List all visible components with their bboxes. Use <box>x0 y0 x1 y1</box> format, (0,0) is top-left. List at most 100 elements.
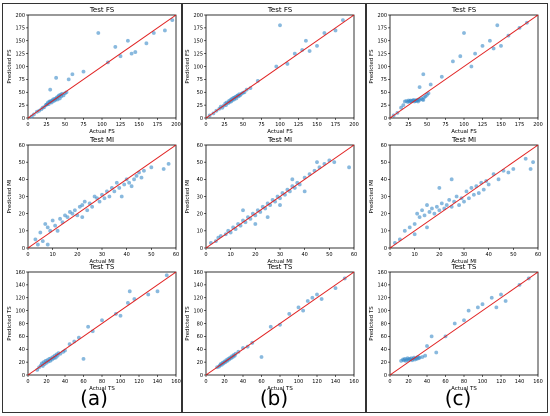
data-point <box>420 208 424 213</box>
x-tick-label: 40 <box>62 379 68 385</box>
data-point <box>170 18 175 23</box>
data-point <box>112 189 117 194</box>
data-point <box>496 177 501 182</box>
data-point <box>462 318 466 323</box>
data-point <box>315 160 319 165</box>
y-tick-label: 0 <box>22 373 25 379</box>
x-tick-label: 160 <box>533 379 543 385</box>
x-tick-label: 20 <box>252 252 258 258</box>
x-tick-label: 140 <box>153 379 163 385</box>
data-point <box>347 165 351 170</box>
y-tick-label: 175 <box>15 26 25 32</box>
x-tick-label: 60 <box>80 379 86 385</box>
y-tick-label: 125 <box>15 51 25 57</box>
data-point <box>315 292 319 297</box>
data-point <box>528 167 533 171</box>
x-tick-label: 100 <box>459 122 469 128</box>
data-point <box>292 51 297 56</box>
data-point <box>117 186 122 190</box>
panel-c-frame <box>366 3 548 413</box>
x-tick-label: 20 <box>436 252 442 258</box>
scatter-chart: Test MI 0 10 20 30 40 50 60 0 10 20 30 40 50 60 Actual … <box>185 136 357 265</box>
y-tick-label: 25 <box>197 103 203 109</box>
data-point <box>274 64 279 69</box>
x-tick-label: 175 <box>515 122 525 128</box>
data-point <box>332 160 337 165</box>
identity-line <box>205 14 355 119</box>
data-point <box>319 297 324 301</box>
y-tick-label: 50 <box>381 90 387 96</box>
y-axis-label: Predicted TS <box>185 306 191 341</box>
data-point <box>40 239 45 244</box>
y-tick-label: 20 <box>197 211 203 217</box>
data-point <box>163 28 167 33</box>
data-point <box>315 44 319 48</box>
data-point <box>149 165 154 170</box>
data-point <box>437 208 442 213</box>
data-point <box>86 324 91 329</box>
data-point <box>506 170 511 175</box>
data-point <box>301 308 306 313</box>
data-point <box>511 167 516 171</box>
data-point <box>322 31 327 35</box>
y-tick-label: 200 <box>193 13 203 19</box>
y-tick-label: 150 <box>15 39 25 45</box>
data-point <box>146 292 151 297</box>
data-point <box>462 199 466 204</box>
data-point <box>265 215 270 219</box>
data-point <box>45 225 50 230</box>
y-tick-label: 100 <box>193 64 203 70</box>
y-tick-label: 20 <box>19 211 25 217</box>
data-point <box>473 51 477 56</box>
x-axis-label: Actual MI <box>451 259 477 265</box>
y-axis-label: Predicted MI <box>369 179 375 213</box>
x-tick-label: 150 <box>312 122 322 128</box>
y-tick-label: 40 <box>197 177 203 183</box>
x-tick-label: 30 <box>461 252 467 258</box>
x-tick-label: 30 <box>99 252 105 258</box>
data-point <box>253 222 258 226</box>
y-tick-label: 0 <box>200 116 203 122</box>
x-tick-label: 150 <box>134 122 144 128</box>
x-axis-label: Actual FS <box>451 129 477 135</box>
data-point <box>278 23 282 28</box>
data-point <box>425 344 429 348</box>
data-point <box>495 23 500 28</box>
data-point <box>454 194 459 199</box>
scatter-chart: Test TS 0 20 40 60 80 100 120 140 160 0 20 40 60 80 100… <box>7 263 181 392</box>
x-tick-label: 200 <box>349 122 359 128</box>
data-point <box>139 175 144 180</box>
panel-label-b: (b) <box>259 386 289 410</box>
y-tick-label: 100 <box>15 308 25 314</box>
data-point <box>444 203 449 207</box>
y-tick-label: 100 <box>15 64 25 70</box>
y-tick-label: 40 <box>381 347 387 353</box>
data-point <box>452 321 457 326</box>
y-tick-label: 80 <box>197 321 203 327</box>
y-tick-label: 60 <box>19 334 25 340</box>
scatter-chart: Test MI 0 10 20 30 40 50 60 0 10 20 30 40 50 60 Actual … <box>369 136 541 265</box>
data-point <box>469 186 474 190</box>
y-tick-label: 30 <box>19 194 25 200</box>
y-tick-label: 160 <box>15 270 25 276</box>
identity-line <box>27 14 177 119</box>
x-tick-label: 160 <box>349 379 359 385</box>
data-point <box>45 242 50 247</box>
data-point <box>480 302 485 307</box>
data-point <box>423 353 428 358</box>
chart-title: Test MI <box>267 136 292 144</box>
data-point <box>427 210 432 214</box>
x-tick-label: 60 <box>351 252 357 258</box>
panel-b-frame <box>182 3 366 413</box>
data-point <box>97 199 102 204</box>
data-point <box>434 204 439 209</box>
data-point <box>307 49 312 53</box>
data-point <box>341 18 345 23</box>
data-point <box>114 180 119 185</box>
data-point <box>55 228 60 233</box>
data-point <box>278 203 282 207</box>
x-tick-label: 40 <box>485 252 491 258</box>
chart-title: Test TS <box>451 263 477 271</box>
data-point <box>451 59 455 64</box>
